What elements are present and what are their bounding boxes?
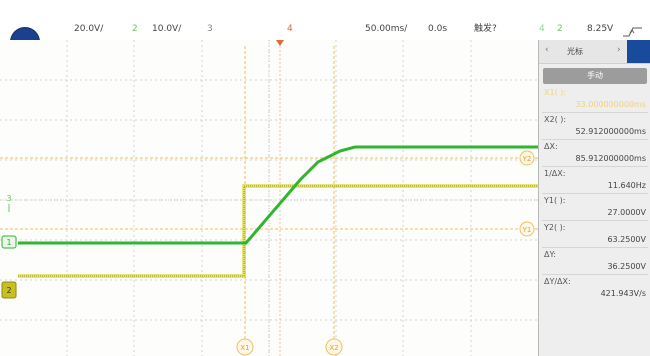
ch2-number[interactable]: 2 [132, 24, 138, 34]
divider [542, 166, 648, 167]
divider [542, 139, 648, 140]
ch2-waveform [18, 184, 538, 278]
ch2-level-label: 2 [6, 286, 11, 295]
waveform-display[interactable]: Y2 Y1 X1 X2 [0, 40, 538, 356]
x2-value: 52.912000000ms [575, 127, 647, 136]
x1-label[interactable]: X1( ): [544, 88, 567, 97]
ch2-level-marker[interactable]: 2 [1, 281, 17, 299]
ch3-level-label: 3 [6, 194, 11, 203]
trigger-position-marker[interactable] [276, 40, 284, 46]
dy-value: 36.2500V [607, 262, 646, 271]
next-menu-icon[interactable]: › [617, 45, 621, 55]
cursor-x2-tag[interactable]: X2 [325, 338, 343, 356]
trigger-status: 触发? [474, 24, 497, 34]
ch3-level-marker[interactable]: 3 [6, 194, 12, 212]
inv-dx-value: 11.640Hz [607, 181, 646, 190]
cursor-y2-label: Y2 [522, 155, 532, 163]
divider [542, 220, 648, 221]
divider [542, 112, 648, 113]
ch3-number[interactable]: 3 [207, 24, 213, 34]
cursor-x1-tag[interactable]: X1 [236, 338, 254, 356]
timebase[interactable]: 50.00ms/ [365, 24, 408, 34]
status-bar: 20.0V/ 2 10.0V/ 3 4 50.00ms/ 0.0s 触发? 4 … [0, 0, 650, 57]
ch1-level-label: 1 [6, 238, 11, 247]
prev-menu-icon[interactable]: ‹ [545, 45, 549, 55]
dy-label: ΔY: [544, 250, 556, 259]
panel-header: ‹ 光标 › [539, 40, 650, 64]
dx-value: 85.912000000ms [575, 154, 647, 163]
y2-label[interactable]: Y2( ): [544, 223, 566, 232]
ch2-scale[interactable]: 10.0V/ [152, 24, 182, 34]
y1-label[interactable]: Y1( ): [544, 196, 566, 205]
trigger-source[interactable]: 2 [557, 24, 563, 34]
horizontal-delay[interactable]: 0.0s [428, 24, 448, 34]
cursor-mode-button[interactable]: 手动 [543, 68, 647, 84]
cursor-y1-label: Y1 [522, 226, 532, 234]
ch1-scale[interactable]: 20.0V/ [74, 24, 104, 34]
rising-edge-icon[interactable] [622, 23, 644, 42]
dx-label: ΔX: [544, 142, 558, 151]
x2-label[interactable]: X2( ): [544, 115, 567, 124]
x1-value: 33.000000000ms [575, 100, 647, 109]
cursor-x2-label: X2 [329, 344, 338, 352]
waveform-graticule: Y2 Y1 X1 X2 [0, 40, 538, 356]
menu-toggle-button[interactable] [627, 40, 650, 63]
cursor-x1-label: X1 [240, 344, 249, 352]
cursor-y2-tag[interactable]: Y2 [519, 150, 535, 166]
divider [542, 247, 648, 248]
ch1-waveform [18, 145, 538, 245]
dydx-value: 421.943V/s [600, 289, 646, 298]
divider [542, 274, 648, 275]
dydx-label: ΔY/ΔX: [544, 277, 571, 286]
panel-title: 光标 [567, 47, 583, 56]
graticule-grid [0, 40, 538, 356]
inv-dx-label: 1/ΔX: [544, 169, 566, 178]
y1-value: 27.0000V [607, 208, 646, 217]
ch1-level-marker[interactable]: 1 [1, 235, 17, 249]
cursor-y1-tag[interactable]: Y1 [519, 221, 535, 237]
ch4-number[interactable]: 4 [287, 24, 293, 34]
divider [542, 193, 648, 194]
cursor-panel: ‹ 光标 › 手动 X1( ): 33.000000000ms X2( ): 5… [538, 40, 650, 356]
trigger-level[interactable]: 8.25V [587, 24, 614, 34]
y2-value: 63.2500V [607, 235, 646, 244]
trigger-channel-number[interactable]: 4 [539, 24, 545, 34]
